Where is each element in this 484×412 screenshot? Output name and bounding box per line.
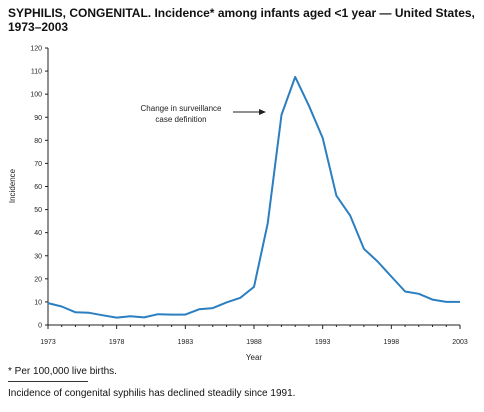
y-tick-label: 60 bbox=[34, 184, 42, 191]
chart-title: SYPHILIS, CONGENITAL. Incidence* among i… bbox=[8, 6, 475, 34]
y-axis-label: Incidence bbox=[8, 168, 17, 203]
y-tick-label: 0 bbox=[38, 323, 42, 330]
caption: Incidence of congenital syphilis has dec… bbox=[8, 388, 296, 399]
y-tick-label: 100 bbox=[30, 92, 42, 99]
y-tick-label: 70 bbox=[34, 161, 42, 168]
y-tick-label: 40 bbox=[34, 230, 42, 237]
y-axis-ticks: 0 10 20 30 40 50 60 70 80 90 100 110 120 bbox=[30, 46, 48, 330]
incidence-series-line bbox=[47, 75, 460, 319]
annotation-arrowhead bbox=[259, 109, 266, 115]
y-tick-label: 90 bbox=[34, 115, 42, 122]
annotation-line-2: case definition bbox=[155, 115, 206, 124]
y-tick-label: 20 bbox=[34, 276, 42, 283]
y-tick-label: 110 bbox=[31, 69, 42, 76]
x-tick-label: 1988 bbox=[246, 339, 262, 346]
y-tick-label: 120 bbox=[30, 46, 42, 53]
x-tick-label: 1993 bbox=[315, 339, 331, 346]
x-tick-label: 1973 bbox=[40, 339, 56, 346]
x-tick-label: 2003 bbox=[452, 339, 468, 346]
y-tick-label: 80 bbox=[34, 138, 42, 145]
x-tick-label: 1983 bbox=[178, 339, 194, 346]
x-axis-ticks: 1973 1978 1983 1988 1993 1998 2003 bbox=[40, 325, 468, 346]
y-tick-label: 50 bbox=[34, 207, 42, 214]
x-tick-label: 1978 bbox=[109, 339, 125, 346]
y-tick-label: 30 bbox=[34, 253, 42, 260]
y-tick-label: 10 bbox=[34, 299, 42, 306]
x-tick-label: 1998 bbox=[384, 339, 400, 346]
footnote-divider bbox=[8, 381, 88, 382]
footnote: * Per 100,000 live births. bbox=[8, 366, 117, 377]
annotation-line-1: Change in surveillance bbox=[141, 104, 222, 113]
x-axis-label: Year bbox=[246, 353, 263, 362]
annotation: Change in surveillance case definition bbox=[141, 104, 266, 124]
